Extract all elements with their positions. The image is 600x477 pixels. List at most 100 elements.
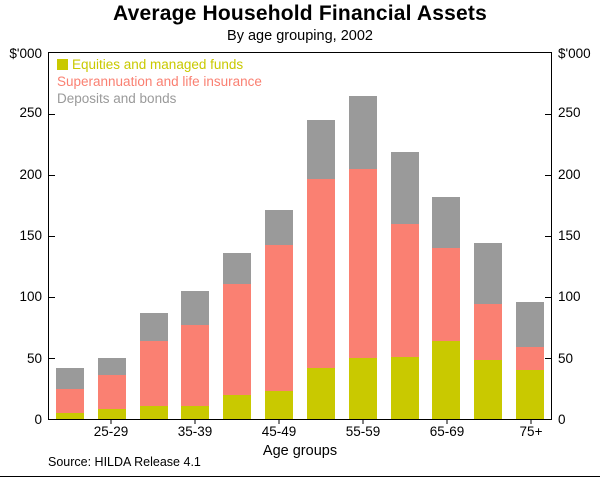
bar-segment-deposits-and-bonds: [348, 95, 377, 169]
y-tick-label-right: 50: [558, 350, 574, 366]
bar-segment-equities-and-managed-funds: [474, 360, 503, 419]
bar-segment-deposits-and-bonds: [474, 243, 503, 305]
y-tick-mark: [545, 357, 551, 359]
x-tick-label: 75+: [519, 424, 543, 439]
bar-stack: [509, 53, 551, 419]
y-tick-label-left: 200: [19, 166, 42, 182]
bar-stack: [49, 53, 91, 419]
x-tick-mark: [446, 420, 448, 424]
bar-stack: [216, 53, 258, 419]
bar-segment-deposits-and-bonds: [139, 312, 168, 341]
legend-label: Equities and managed funds: [72, 57, 244, 72]
y-tick-mark: [545, 113, 551, 115]
y-tick-mark: [545, 296, 551, 298]
chart-subtitle: By age grouping, 2002: [227, 28, 373, 44]
y-tick-label-left: 150: [19, 228, 42, 243]
x-tick-label: 65-69: [429, 424, 465, 439]
bar-segment-superannuation-and-life-insurance: [474, 304, 503, 361]
y-tick-mark: [49, 357, 55, 359]
bar-segment-superannuation-and-life-insurance: [97, 375, 126, 410]
y-tick-label-left: 0: [34, 412, 42, 427]
bar-segment-deposits-and-bonds: [306, 120, 335, 179]
bar-segment-equities-and-managed-funds: [306, 367, 335, 419]
x-tick-mark: [530, 420, 532, 424]
bar-stack: [91, 53, 133, 419]
bar-segment-equities-and-managed-funds: [348, 358, 377, 419]
y-axis-unit-right: $'000: [558, 46, 591, 61]
bar-segment-equities-and-managed-funds: [97, 409, 126, 419]
y-tick-label-right: 250: [558, 105, 581, 121]
bar-segment-deposits-and-bonds: [181, 290, 210, 326]
bar-segment-equities-and-managed-funds: [139, 405, 168, 419]
bar-segment-equities-and-managed-funds: [516, 370, 545, 419]
y-tick-label-right: 0: [558, 412, 566, 427]
bar-segment-equities-and-managed-funds: [390, 356, 419, 419]
bar-segment-deposits-and-bonds: [55, 367, 84, 389]
bar-segment-superannuation-and-life-insurance: [390, 223, 419, 357]
bar-segment-superannuation-and-life-insurance: [265, 244, 294, 391]
bar-stack: [384, 53, 426, 419]
x-tick-label: 45-49: [261, 424, 297, 439]
legend-label: Deposits and bonds: [57, 91, 177, 106]
x-tick-mark: [362, 420, 364, 424]
bar-stack: [174, 53, 216, 419]
chart-title: Average Household Financial Assets: [112, 2, 488, 25]
bar-segment-deposits-and-bonds: [97, 358, 126, 376]
y-tick-mark: [49, 113, 55, 115]
bar-stack: [300, 53, 342, 419]
bar-segment-equities-and-managed-funds: [265, 390, 294, 419]
y-tick-mark: [49, 296, 55, 298]
bar-segment-superannuation-and-life-insurance: [55, 388, 84, 413]
bar-segment-deposits-and-bonds: [223, 253, 252, 284]
legend-swatch-icon: [57, 59, 68, 70]
plot-wrap: $'000 $'000 Equities and managed funds Su…: [9, 46, 590, 459]
y-tick-mark: [49, 235, 55, 237]
legend-item: Superannuation and life insurance: [57, 73, 262, 90]
bar-segment-equities-and-managed-funds: [223, 394, 252, 419]
y-tick-label-right: 150: [558, 228, 581, 243]
legend-item: Equities and managed funds: [57, 56, 262, 73]
bar-segment-superannuation-and-life-insurance: [516, 347, 545, 371]
bar-segment-superannuation-and-life-insurance: [306, 178, 335, 368]
source-note: Source: HILDA Release 4.1: [48, 455, 201, 469]
bar-segment-equities-and-managed-funds: [181, 405, 210, 419]
bar-segment-superannuation-and-life-insurance: [139, 340, 168, 406]
x-tick-mark: [278, 420, 280, 424]
x-tick-label: 25-29: [93, 424, 129, 439]
bar-segment-superannuation-and-life-insurance: [223, 283, 252, 395]
x-axis-title: Age groups: [262, 443, 338, 459]
legend-item: Deposits and bonds: [57, 90, 262, 107]
y-tick-mark: [545, 235, 551, 237]
y-tick-label-left: 50: [26, 350, 42, 366]
bar-segment-deposits-and-bonds: [390, 151, 419, 224]
bar-stack: [258, 53, 300, 419]
bar-segment-superannuation-and-life-insurance: [348, 168, 377, 358]
bar-segment-equities-and-managed-funds: [432, 340, 461, 419]
x-tick-mark: [110, 420, 112, 424]
legend-label: Superannuation and life insurance: [57, 74, 262, 89]
bar-stack: [425, 53, 467, 419]
y-axis-unit-left: $'000: [9, 46, 42, 61]
plot-area: Equities and managed funds Superannuation…: [48, 52, 552, 420]
bar-segment-deposits-and-bonds: [432, 196, 461, 249]
bar-segment-superannuation-and-life-insurance: [181, 325, 210, 406]
bar-segment-deposits-and-bonds: [516, 301, 545, 348]
y-tick-label-left: 100: [19, 289, 42, 305]
y-tick-label-left: 250: [19, 105, 42, 121]
y-tick-mark: [49, 174, 55, 176]
bar-stack: [342, 53, 384, 419]
y-tick-mark: [545, 174, 551, 176]
bar-segment-deposits-and-bonds: [265, 210, 294, 245]
x-tick-mark: [194, 420, 196, 424]
bar-stack: [467, 53, 509, 419]
x-tick-label: 55-59: [345, 424, 381, 439]
x-tick-label: 35-39: [177, 424, 213, 439]
bars: [49, 53, 551, 419]
bar-segment-equities-and-managed-funds: [55, 412, 84, 419]
bar-segment-superannuation-and-life-insurance: [432, 248, 461, 341]
y-tick-label-right: 100: [558, 289, 581, 305]
bar-stack: [133, 53, 175, 419]
legend: Equities and managed funds Superannuation…: [57, 56, 262, 107]
y-tick-label-right: 200: [558, 166, 581, 182]
